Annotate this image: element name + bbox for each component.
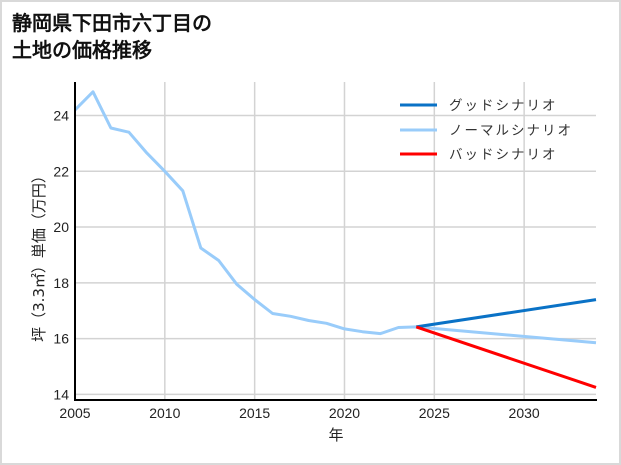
series-line xyxy=(416,298,597,329)
y-tick-label: 24 xyxy=(53,107,69,123)
x-axis-label: 年 xyxy=(328,426,343,444)
legend-label: バッドシナリオ xyxy=(449,147,558,163)
x-tick-label: 2030 xyxy=(509,405,540,421)
series-line xyxy=(73,90,597,345)
y-tick-label: 18 xyxy=(53,275,69,291)
chart-title-line1: 静岡県下田市六丁目の xyxy=(12,11,212,35)
x-tick-label: 2010 xyxy=(149,405,180,421)
x-tick-label: 2025 xyxy=(419,405,450,421)
series-line xyxy=(415,325,597,389)
legend-label: ノーマルシナリオ xyxy=(449,123,573,139)
chart-title-line2: 土地の価格推移 xyxy=(12,38,152,62)
x-tick-label: 2005 xyxy=(59,405,90,421)
x-tick-label: 2015 xyxy=(239,405,270,421)
y-tick-label: 16 xyxy=(53,331,69,347)
x-tick-label: 2020 xyxy=(329,405,360,421)
y-axis-label: 坪（3.3㎡）単価（万円） xyxy=(30,168,48,342)
axes xyxy=(74,82,597,401)
y-tick-labels: 14 16 18 20 22 24 xyxy=(53,107,69,402)
y-tick-label: 20 xyxy=(53,219,69,235)
legend-label: グッドシナリオ xyxy=(449,98,558,114)
y-tick-label: 22 xyxy=(53,163,69,179)
chart-title: 静岡県下田市六丁目の 土地の価格推移 xyxy=(12,10,212,64)
series-lines xyxy=(73,90,597,389)
x-tick-labels: 2005 2010 2015 2020 2025 2030 xyxy=(59,405,539,421)
y-tick-label: 14 xyxy=(53,386,69,402)
gridlines xyxy=(75,82,596,400)
